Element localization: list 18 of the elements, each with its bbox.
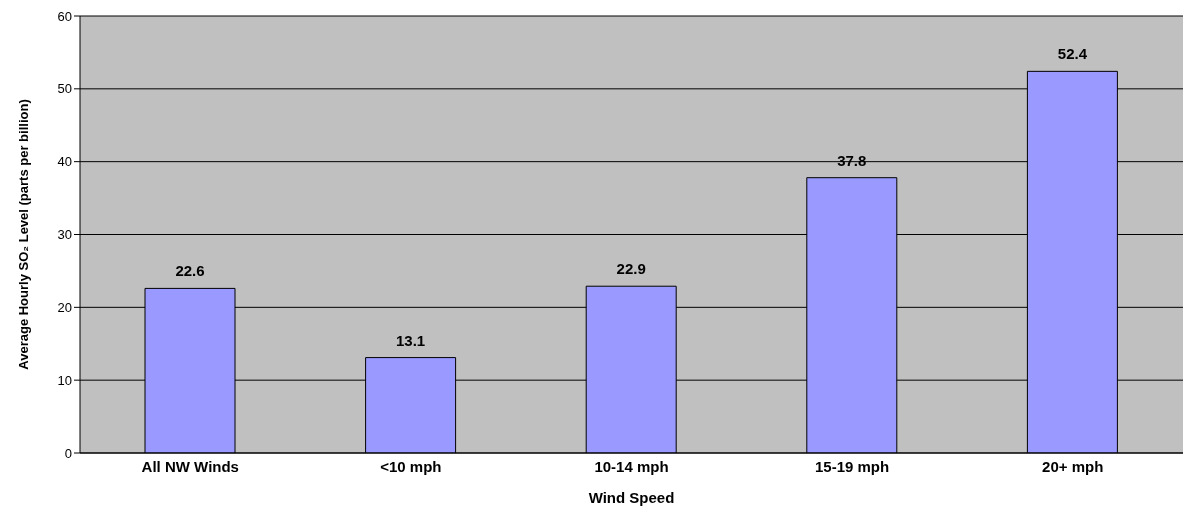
x-tick-label: <10 mph bbox=[380, 457, 442, 475]
x-tick-label: 10-14 mph bbox=[594, 457, 669, 475]
y-tick-label: 0 bbox=[64, 445, 72, 461]
y-axis-title: Average Hourly SO₂ Level (parts per billion) bbox=[15, 99, 31, 370]
data-label: 13.1 bbox=[396, 331, 426, 349]
x-tick-label: 20+ mph bbox=[1042, 457, 1104, 475]
data-label: 22.9 bbox=[616, 260, 646, 278]
data-label: 52.4 bbox=[1057, 45, 1088, 63]
x-axis-title: Wind Speed bbox=[588, 489, 675, 506]
x-tick-label: All NW Winds bbox=[141, 457, 239, 475]
y-tick-label: 50 bbox=[57, 81, 72, 97]
y-tick-label: 30 bbox=[57, 227, 72, 243]
x-tick-label: 15-19 mph bbox=[815, 457, 890, 475]
y-tick-label: 20 bbox=[57, 299, 72, 315]
y-tick-label: 40 bbox=[57, 154, 72, 170]
y-tick-label: 60 bbox=[57, 8, 72, 24]
data-label: 22.6 bbox=[175, 262, 205, 280]
y-tick-label: 10 bbox=[57, 372, 72, 388]
